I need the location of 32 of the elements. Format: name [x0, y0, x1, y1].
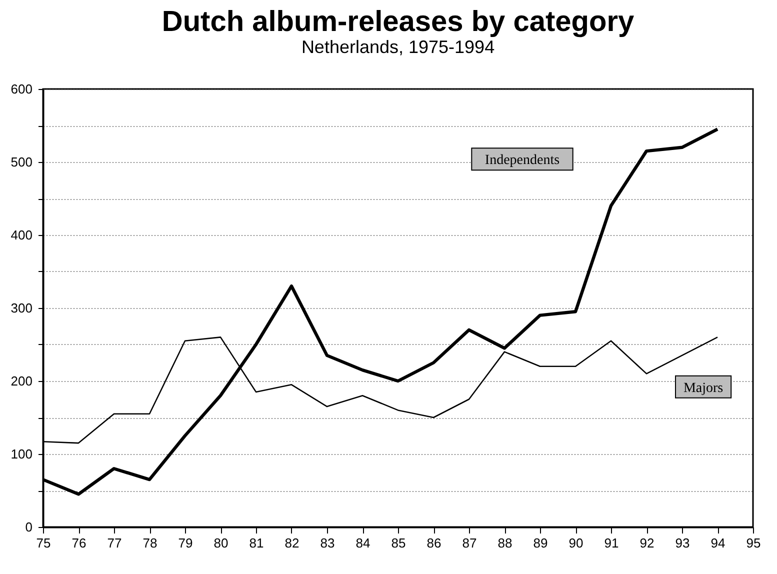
y-tick-label: 300	[10, 300, 32, 316]
y-tick-label: 200	[10, 374, 32, 388]
x-tick-label: 80	[214, 536, 228, 550]
x-tick-label: 86	[426, 536, 442, 550]
y-tick-label: 500	[10, 154, 32, 170]
text: Independents	[484, 153, 560, 168]
x-tick-label: 76	[72, 536, 86, 550]
x-tick-label: 95	[746, 536, 761, 550]
x-tick-label: 90	[568, 536, 584, 550]
x-tick-label: 93	[675, 536, 690, 550]
x-tick-label: 89	[533, 536, 548, 550]
y-tick-label: 600	[10, 82, 32, 96]
x-tick-label: 83	[320, 536, 335, 550]
x-tick-label: 75	[36, 536, 51, 550]
y-tick-label: 0	[25, 520, 32, 534]
x-tick-label: 87	[462, 536, 477, 550]
x-tick-label: 94	[710, 536, 726, 550]
y-tick-label: 400	[10, 228, 32, 242]
x-tick-label: 79	[178, 536, 193, 550]
chart-subtitle: Netherlands, 1975-1994	[301, 37, 495, 57]
y-tick-label: 100	[10, 446, 32, 462]
x-tick-label: 91	[604, 536, 619, 550]
x-tick-label: 92	[640, 536, 654, 550]
x-tick-label: 81	[249, 536, 264, 550]
x-tick-label: 78	[142, 536, 158, 550]
series-label: Majors	[683, 380, 724, 396]
x-tick-label: 84	[356, 536, 370, 550]
x-tick-label: 88	[498, 536, 512, 550]
x-tick-label: 85	[391, 536, 406, 550]
x-tick-label: 77	[107, 536, 122, 550]
chart-title: Dutch album-releases by category	[162, 6, 634, 38]
x-tick-label: 82	[284, 536, 300, 550]
